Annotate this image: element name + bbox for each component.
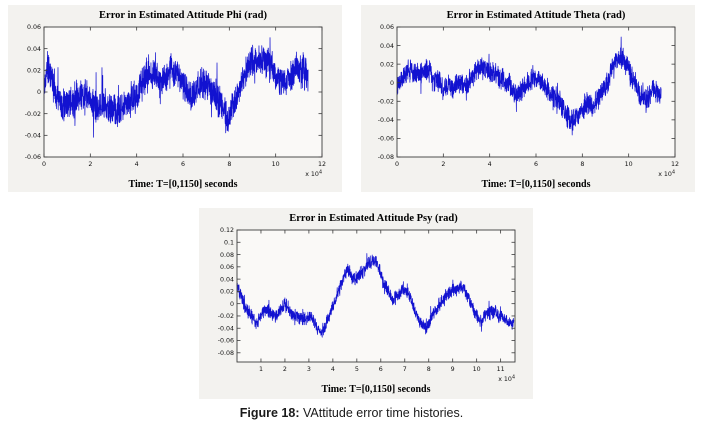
svg-text:Time: T=[0,1150] seconds: Time: T=[0,1150] seconds	[482, 179, 591, 190]
svg-text:8: 8	[580, 161, 584, 168]
svg-text:0.1: 0.1	[223, 239, 233, 246]
svg-text:10: 10	[472, 366, 480, 373]
chart-panel-psy: Error in Estimated Attitude Psy (rad) 1 2…	[198, 208, 533, 399]
svg-text:-0.06: -0.06	[25, 154, 41, 161]
svg-text:6: 6	[534, 161, 538, 168]
theta-error-plot: 0 2 4 6 8 10 12 0.06 0.04 0.02 0 -0.02 -0.04 -0.06 -0.…	[378, 24, 679, 190]
svg-text:11: 11	[496, 366, 504, 373]
phi-error-plot: 0 2 4 6 8 10 12 0.06 0.04 0.02 0 -0.02 -0.04 -0.06 x 1…	[25, 24, 326, 190]
figure-18-attitude-errors: Error in Estimated Attitude Phi (rad) 0 2…	[0, 0, 703, 420]
figure-caption: Figure 18: VAttitude error time historie…	[0, 406, 703, 420]
svg-text:7: 7	[402, 366, 406, 373]
svg-text:0: 0	[37, 89, 41, 96]
svg-text:-0.04: -0.04	[378, 117, 394, 124]
bottom-chart-row: Error in Estimated Attitude Psy (rad) 1 2…	[0, 208, 703, 399]
svg-text:0: 0	[229, 301, 233, 308]
svg-text:2: 2	[282, 366, 286, 373]
svg-text:0.08: 0.08	[219, 252, 233, 259]
svg-text:Time: T=[0,1150] seconds: Time: T=[0,1150] seconds	[321, 384, 430, 395]
svg-text:9: 9	[450, 366, 454, 373]
svg-text:-0.06: -0.06	[378, 136, 394, 143]
figure-caption-number: Figure 18:	[239, 406, 300, 420]
svg-text:8: 8	[426, 366, 430, 373]
svg-text:0.06: 0.06	[27, 24, 41, 31]
svg-text:3: 3	[306, 366, 310, 373]
chart-panel-phi: Error in Estimated Attitude Phi (rad) 0 2…	[8, 5, 342, 192]
svg-text:4: 4	[135, 161, 139, 168]
svg-text:0.02: 0.02	[219, 289, 233, 296]
figure-caption-text: VAttitude error time histories.	[299, 406, 464, 420]
svg-text:6: 6	[181, 161, 185, 168]
psy-chart-title: Error in Estimated Attitude Psy (rad)	[289, 213, 458, 224]
svg-text:10: 10	[272, 161, 280, 168]
svg-text:5: 5	[354, 366, 358, 373]
phi-chart-title: Error in Estimated Attitude Phi (rad)	[99, 10, 267, 21]
svg-text:x 104: x 104	[305, 170, 322, 179]
svg-text:0: 0	[390, 80, 394, 87]
svg-text:0.04: 0.04	[380, 43, 394, 50]
svg-text:0.06: 0.06	[219, 264, 233, 271]
svg-text:1: 1	[258, 366, 262, 373]
svg-text:Time: T=[0,1150] seconds: Time: T=[0,1150] seconds	[129, 179, 238, 190]
chart-panel-theta: Error in Estimated Attitude Theta (rad) …	[361, 5, 695, 192]
svg-text:2: 2	[88, 161, 92, 168]
svg-text:-0.02: -0.02	[25, 111, 41, 118]
svg-text:6: 6	[378, 366, 382, 373]
svg-text:x 104: x 104	[658, 170, 675, 179]
svg-text:-0.08: -0.08	[378, 154, 394, 161]
svg-text:0: 0	[395, 161, 399, 168]
svg-text:12: 12	[318, 161, 326, 168]
svg-text:8: 8	[227, 161, 231, 168]
svg-text:-0.04: -0.04	[25, 133, 41, 140]
svg-text:4: 4	[488, 161, 492, 168]
svg-text:10: 10	[625, 161, 633, 168]
svg-text:-0.04: -0.04	[217, 325, 233, 332]
svg-text:0.04: 0.04	[219, 276, 233, 283]
top-charts-row: Error in Estimated Attitude Phi (rad) 0 2…	[0, 0, 703, 192]
theta-chart-title: Error in Estimated Attitude Theta (rad)	[446, 10, 626, 21]
svg-text:0.04: 0.04	[27, 46, 41, 53]
svg-text:2: 2	[441, 161, 445, 168]
svg-text:0.02: 0.02	[380, 61, 394, 68]
svg-text:0.06: 0.06	[380, 24, 394, 31]
svg-text:x 104: x 104	[498, 375, 515, 384]
psy-error-plot: 1 2 3 4 5 6 7 8 9 10 11 0.12 0.1 0.08 0.06 0.04 0.02 0 -0.…	[217, 227, 515, 395]
svg-text:0.02: 0.02	[27, 68, 41, 75]
svg-text:4: 4	[330, 366, 334, 373]
svg-text:0.12: 0.12	[219, 227, 233, 234]
svg-text:-0.02: -0.02	[217, 313, 233, 320]
svg-text:-0.08: -0.08	[217, 350, 233, 357]
svg-text:0: 0	[42, 161, 46, 168]
svg-text:-0.02: -0.02	[378, 98, 394, 105]
svg-text:12: 12	[671, 161, 679, 168]
svg-text:-0.06: -0.06	[217, 338, 233, 345]
